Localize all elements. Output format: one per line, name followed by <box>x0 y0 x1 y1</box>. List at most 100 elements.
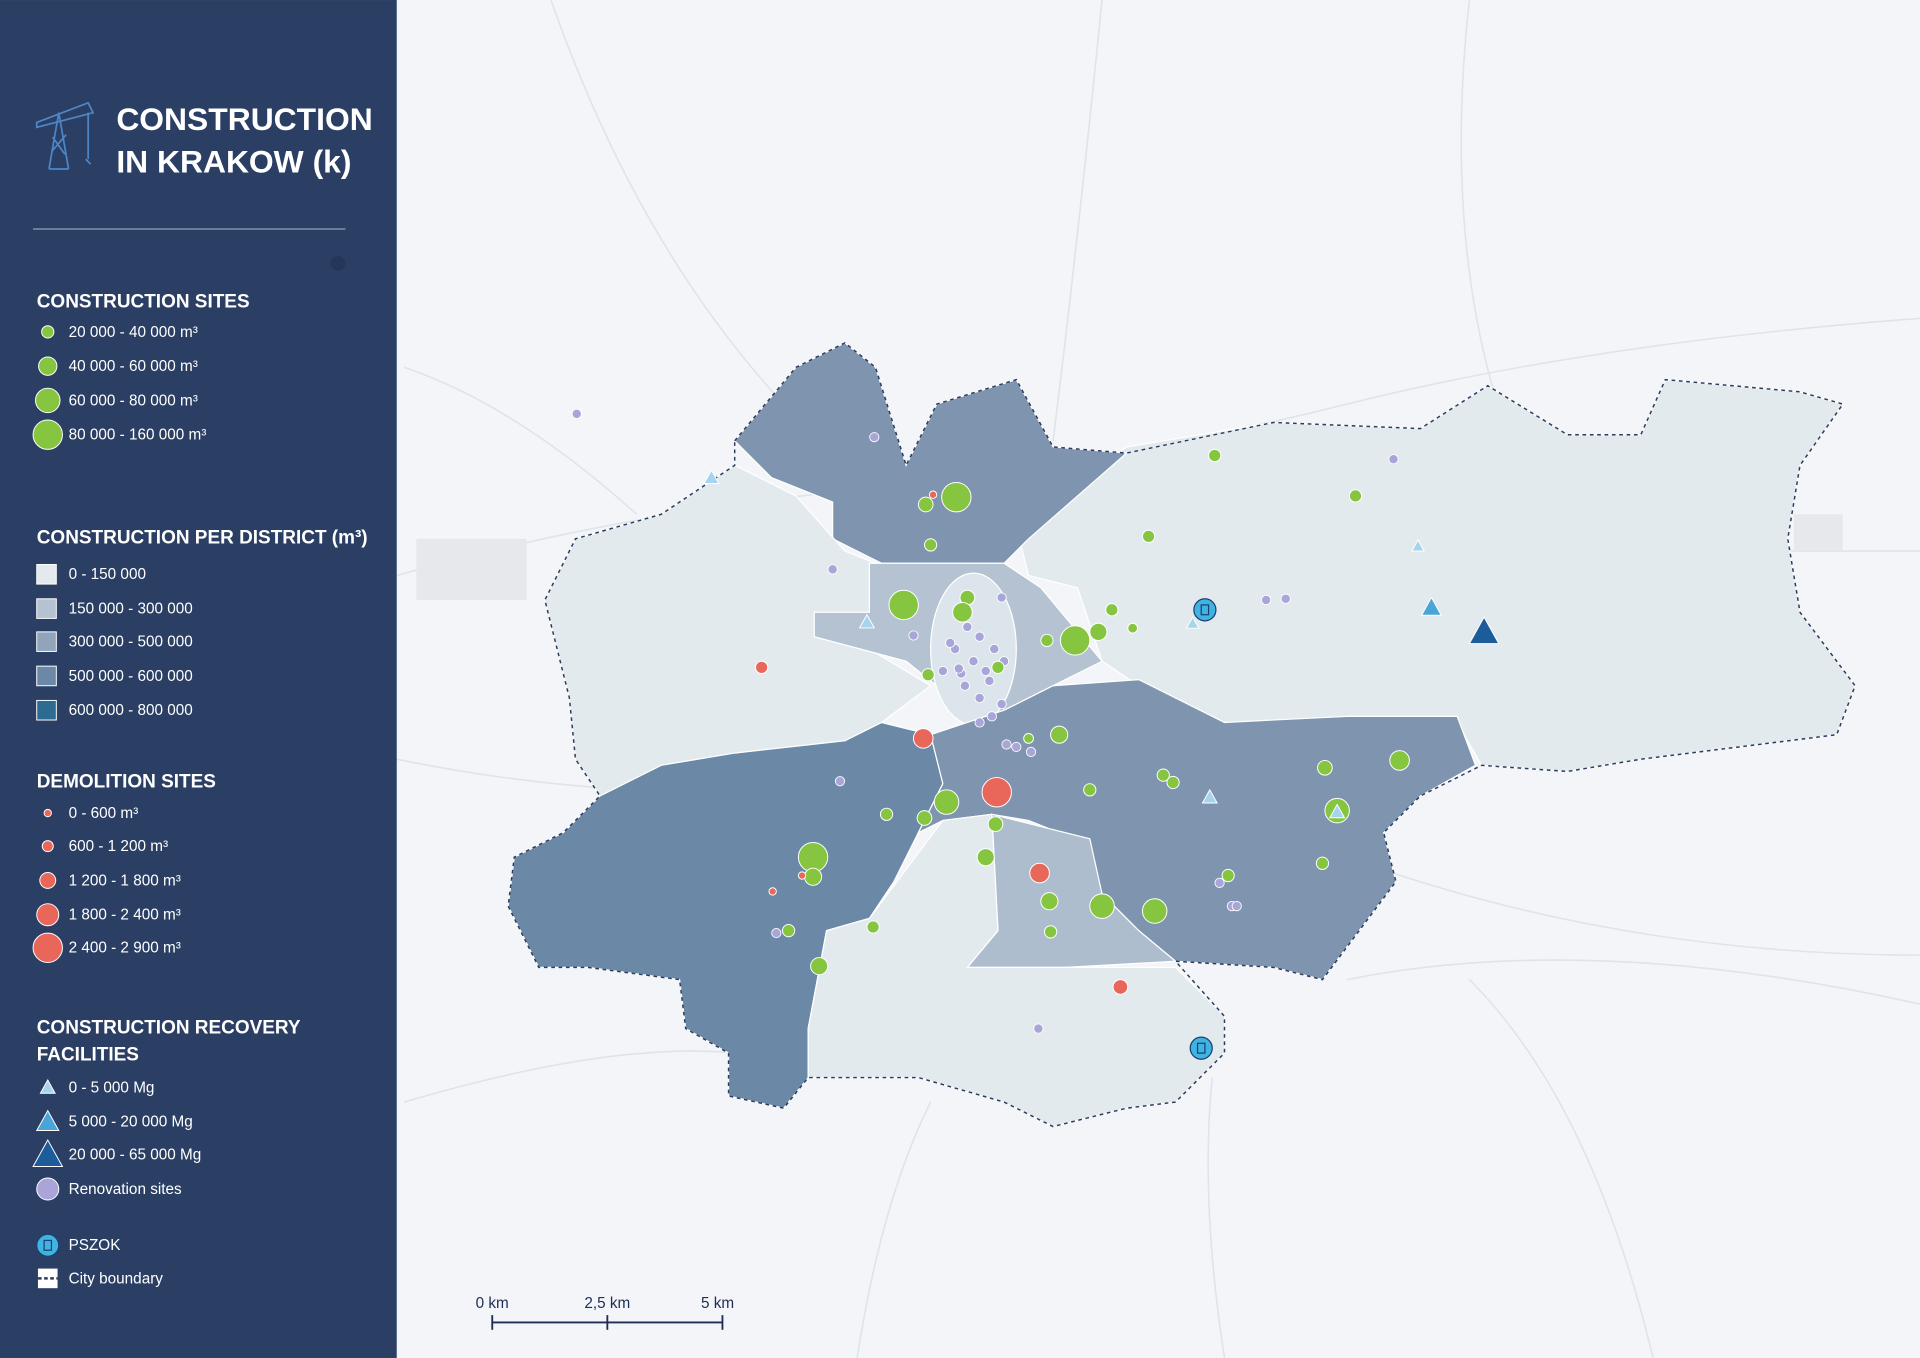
construction-site <box>1141 529 1156 543</box>
legend-label: 0 - 5 000 Mg <box>69 1079 155 1096</box>
construction-site <box>952 601 973 623</box>
pszok-symbol <box>1193 598 1217 622</box>
legend-label: 600 - 1 200 m³ <box>69 838 168 855</box>
legend-heading: FACILITIES <box>37 1044 139 1065</box>
districts <box>507 342 1856 1128</box>
legend-heading: DEMOLITION SITES <box>37 771 216 792</box>
construction-site <box>1089 622 1108 641</box>
legend-label: 0 - 150 000 <box>69 566 146 583</box>
construction-site <box>810 957 829 976</box>
construction-site <box>1023 733 1034 744</box>
legend-symbol <box>36 903 60 927</box>
renovation-site <box>1261 594 1272 606</box>
construction-site <box>987 816 1004 832</box>
legend-symbol <box>32 932 63 963</box>
renovation-site <box>996 699 1007 710</box>
construction-site <box>991 660 1005 674</box>
district <box>807 813 1226 1128</box>
triangle-symbol <box>32 1139 64 1167</box>
legend-label: 60 000 - 80 000 m³ <box>69 392 198 409</box>
construction-site <box>924 538 938 552</box>
construction-site <box>866 920 880 934</box>
legend-label: 40 000 - 60 000 m³ <box>69 358 198 375</box>
legend-heading: CONSTRUCTION PER DISTRICT (m³) <box>37 528 368 549</box>
map-markers <box>571 408 1500 1060</box>
construction-site <box>1166 775 1180 790</box>
triangle-symbol <box>1468 616 1500 645</box>
triangle-symbol <box>858 613 876 629</box>
construction-site <box>916 810 933 826</box>
construction-site <box>1315 856 1330 870</box>
renovation-site <box>953 663 964 674</box>
demolition-site <box>797 871 807 880</box>
legend-label: 20 000 - 65 000 Mg <box>69 1147 202 1164</box>
legend-symbol <box>43 808 52 818</box>
legend-symbol <box>35 387 61 414</box>
pszok-bin <box>43 1239 53 1251</box>
construction-site <box>1089 893 1115 919</box>
urban-area <box>416 538 527 601</box>
construction-site <box>797 841 829 873</box>
pszok-symbol <box>36 1233 60 1257</box>
legend-symbol <box>36 699 57 721</box>
renovation-site <box>996 592 1007 603</box>
triangle-symbol <box>35 1109 60 1131</box>
renovation-site <box>989 643 1000 655</box>
construction-site <box>1040 633 1054 648</box>
legend-label: 600 000 - 800 000 <box>69 702 193 719</box>
construction-site <box>976 848 995 867</box>
urban-area <box>1793 514 1843 552</box>
construction-site <box>1156 768 1170 782</box>
construction-site <box>1127 622 1139 634</box>
triangle-symbol <box>1328 803 1346 819</box>
legend-symbol <box>36 665 57 687</box>
renovation-site <box>1011 741 1022 753</box>
decoration <box>330 255 346 271</box>
legend-symbol <box>36 631 57 652</box>
construction-site <box>921 668 935 682</box>
legend-symbol <box>41 325 55 339</box>
construction-site <box>1050 725 1069 744</box>
crane-icon <box>35 101 95 170</box>
legend-label: 2 400 - 2 900 m³ <box>69 940 181 957</box>
legend-symbol <box>41 840 54 853</box>
construction-site <box>917 496 934 513</box>
legend-label: 1 200 - 1 800 m³ <box>69 872 181 889</box>
demolition-site <box>768 887 777 896</box>
legend-label: PSZOK <box>69 1237 122 1254</box>
triangle-symbol <box>39 1079 56 1094</box>
renovation-site <box>986 711 997 722</box>
construction-site <box>804 867 823 886</box>
renovation-site <box>974 717 985 728</box>
legend-label: 150 000 - 300 000 <box>69 600 193 617</box>
construction-site <box>879 807 894 821</box>
legend-symbol <box>36 564 57 585</box>
renovation-site <box>869 432 880 443</box>
legend-label: 5 000 - 20 000 Mg <box>69 1114 193 1131</box>
renovation-site <box>1001 739 1012 750</box>
legend-symbol <box>39 871 57 889</box>
renovation-site <box>937 665 948 677</box>
triangle-symbol <box>1411 539 1425 552</box>
pszok-bin <box>1200 604 1210 616</box>
legend-label: Renovation sites <box>69 1181 182 1198</box>
demolition-site <box>928 490 938 499</box>
scale-label: 2,5 km <box>584 1295 630 1312</box>
demolition-site <box>755 660 769 674</box>
renovation-site <box>827 564 838 575</box>
renovation-site <box>980 665 991 677</box>
triangle-symbol <box>1420 596 1443 616</box>
triangle-symbol <box>1185 616 1200 629</box>
legend-symbol <box>32 419 63 450</box>
legend-heading: CONSTRUCTION SITES <box>37 291 250 312</box>
sidebar <box>0 0 397 1358</box>
legend-label: 20 000 - 40 000 m³ <box>69 324 198 341</box>
scale-bar: 0 km 2,5 km 5 km <box>476 1295 734 1330</box>
construction-site <box>941 481 972 513</box>
legend-label: 500 000 - 600 000 <box>69 668 193 685</box>
construction-site <box>1083 783 1097 797</box>
demolition-site <box>912 728 934 749</box>
renovation-site <box>959 680 970 691</box>
triangle-symbol <box>703 469 720 484</box>
